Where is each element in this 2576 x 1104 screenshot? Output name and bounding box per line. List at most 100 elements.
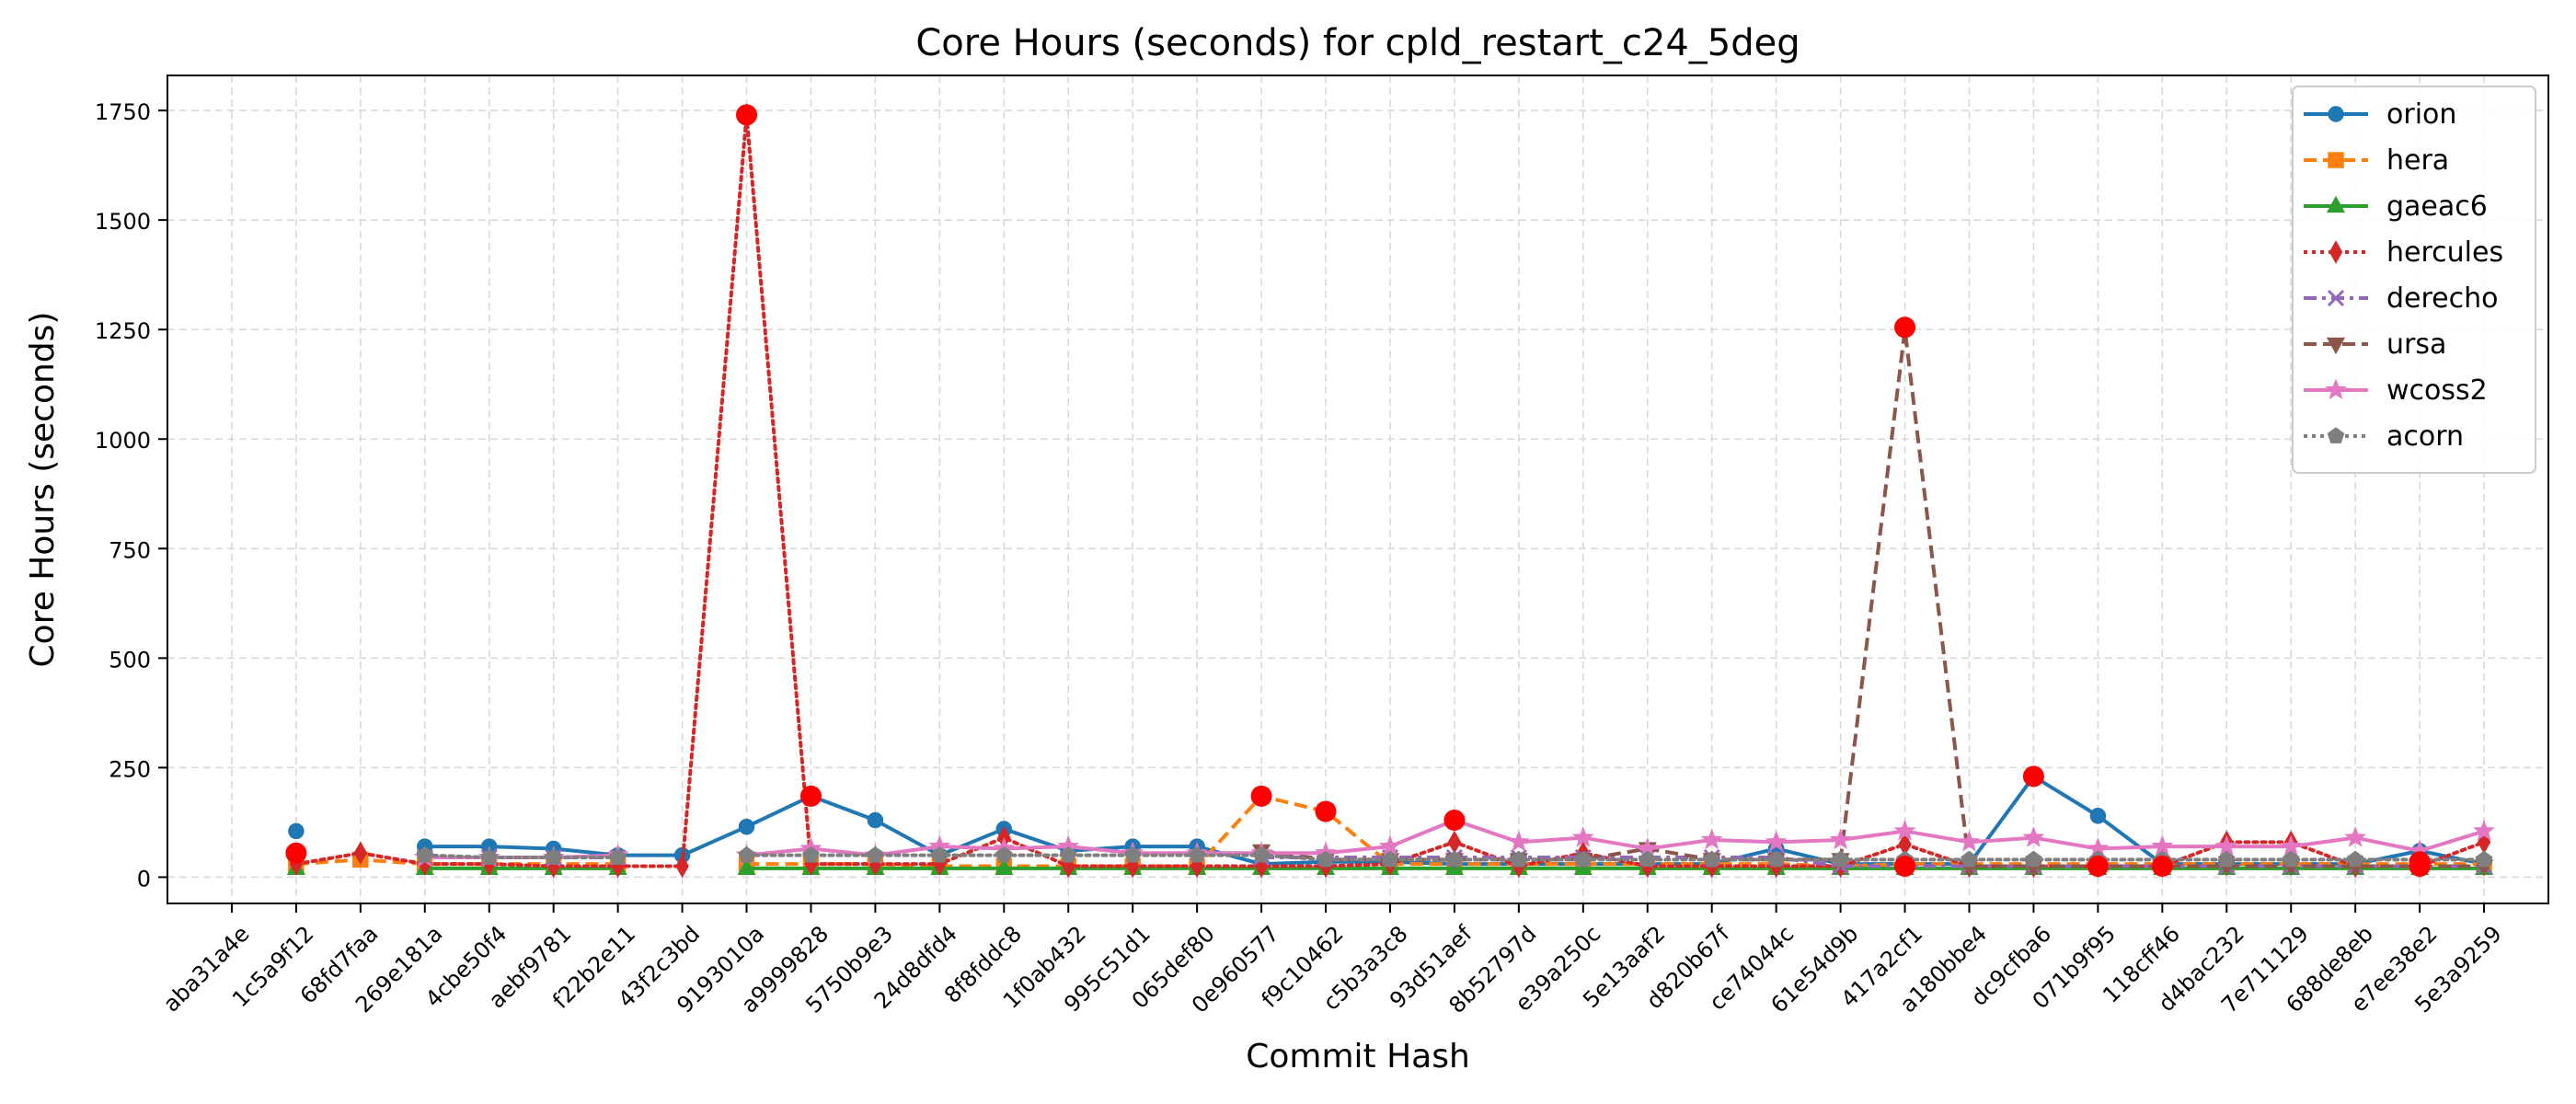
- legend-marker: [2327, 289, 2345, 307]
- data-point-acorn: [1252, 845, 1271, 863]
- y-tick-label: 0: [137, 866, 151, 891]
- highlight-point: [2022, 765, 2044, 788]
- data-point-acorn: [995, 845, 1013, 863]
- highlight-point: [1894, 856, 1916, 878]
- legend-item-ursa: ursa: [2304, 328, 2446, 361]
- data-point-acorn: [609, 848, 627, 865]
- y-tick-label: 1000: [95, 428, 151, 454]
- series-line-hercules: [293, 112, 2487, 868]
- legend-label: derecho: [2386, 282, 2499, 315]
- data-point-acorn: [416, 845, 434, 863]
- y-tick-label: 750: [109, 537, 151, 563]
- data-point-hercules: [675, 854, 689, 879]
- data-point-orion: [288, 822, 305, 840]
- data-point-orion: [2089, 808, 2107, 824]
- data-point-acorn: [1832, 850, 1849, 868]
- data-point-wcoss2: [2215, 834, 2238, 857]
- y-tick-label: 500: [109, 647, 151, 673]
- legend-label: acorn: [2386, 420, 2464, 453]
- data-point-acorn: [1123, 845, 1142, 863]
- series-line-hera: [295, 857, 618, 867]
- highlight-point: [1250, 785, 1272, 807]
- legend-label: wcoss2: [2386, 374, 2488, 407]
- series-line-acorn: [744, 853, 2487, 862]
- highlight-point: [799, 785, 822, 807]
- highlight-point: [1443, 810, 1466, 832]
- data-point-orion: [867, 811, 884, 829]
- data-point-hercules: [1190, 854, 1204, 879]
- plot-frame: [167, 75, 2549, 904]
- y-tick-label: 1250: [95, 318, 151, 344]
- data-point-acorn: [1188, 845, 1206, 863]
- y-tick-label: 250: [109, 756, 151, 782]
- grid-layer: [167, 75, 2548, 903]
- legend-marker: [2327, 427, 2345, 443]
- data-point-acorn: [2218, 850, 2236, 868]
- data-point-acorn: [1703, 850, 1720, 868]
- data-point-acorn: [1574, 850, 1593, 868]
- data-point-acorn: [1510, 850, 1528, 868]
- data-point-acorn: [1059, 845, 1077, 863]
- data-point-hercules: [353, 841, 368, 865]
- legend-marker: [2325, 378, 2347, 400]
- legend-marker: [2329, 240, 2343, 264]
- highlight-point: [1315, 800, 1337, 822]
- data-point-acorn: [480, 848, 498, 865]
- data-point-hercules: [1447, 830, 1462, 855]
- legend-marker: [2326, 195, 2346, 213]
- data-point-gaeac6: [995, 857, 1014, 876]
- data-point-acorn: [1767, 850, 1785, 868]
- data-point-acorn: [738, 845, 755, 863]
- data-point-wcoss2: [2022, 826, 2045, 847]
- legend: orion hera gaeac6 hercules derecho ursa wcoss2…: [2292, 86, 2536, 474]
- data-point-wcoss2: [1571, 826, 1594, 847]
- highlight-point: [1894, 316, 1916, 339]
- data-point-acorn: [802, 845, 820, 863]
- data-point-wcoss2: [2280, 834, 2303, 857]
- data-point-wcoss2: [1507, 830, 1530, 852]
- data-point-acorn: [2282, 850, 2300, 868]
- series-line-hera: [746, 794, 2485, 868]
- chart-title: Core Hours (seconds) for cpld_restart_c2…: [915, 22, 1800, 64]
- legend-label: hera: [2386, 144, 2449, 177]
- legend-marker: [2326, 337, 2346, 355]
- data-point-wcoss2: [1893, 819, 1916, 841]
- legend-label: gaeac6: [2386, 190, 2488, 223]
- legend-item-wcoss2: wcoss2: [2304, 374, 2488, 407]
- legend-marker: [2328, 152, 2344, 168]
- data-point-wcoss2: [1700, 828, 1723, 850]
- data-point-acorn: [545, 848, 562, 865]
- highlight-point: [2409, 856, 2431, 878]
- y-tick-label: 1750: [95, 99, 151, 125]
- data-point-wcoss2: [2344, 826, 2367, 847]
- series-line-wcoss2: [746, 818, 2485, 857]
- data-point-acorn: [867, 845, 884, 863]
- series-line-derecho: [1261, 856, 2485, 868]
- legend-label: orion: [2386, 98, 2456, 131]
- data-point-acorn: [1381, 850, 1399, 868]
- data-point-wcoss2: [1958, 830, 1981, 852]
- data-point-wcoss2: [1379, 834, 1401, 857]
- legend-item-acorn: acorn: [2304, 420, 2464, 453]
- data-point-wcoss2: [1765, 830, 1788, 852]
- highlight-point: [2151, 856, 2173, 878]
- data-point-acorn: [2025, 850, 2042, 868]
- y-axis: 0 250 500 750 1000 1250 1500 1750: [95, 99, 167, 891]
- data-point-acorn: [931, 845, 949, 863]
- data-point-acorn: [1445, 850, 1464, 868]
- legend-item-derecho: derecho: [2304, 282, 2499, 315]
- data-point-acorn: [1317, 850, 1335, 868]
- highlight-point: [2087, 856, 2109, 878]
- x-axis: aba31a4e1c5a9f1268fd7faa269e181a4cbe50f4…: [158, 903, 2507, 1018]
- data-point-gaeac6: [737, 857, 756, 876]
- legend-box: [2292, 86, 2536, 474]
- series-acorn: [416, 845, 2493, 868]
- data-point-acorn: [1639, 850, 1657, 868]
- y-tick-label: 1500: [95, 209, 151, 235]
- data-point-orion: [738, 818, 755, 835]
- legend-item-hercules: hercules: [2304, 236, 2503, 269]
- series-line-acorn: [422, 853, 620, 859]
- y-axis-title: Core Hours (seconds): [24, 312, 62, 668]
